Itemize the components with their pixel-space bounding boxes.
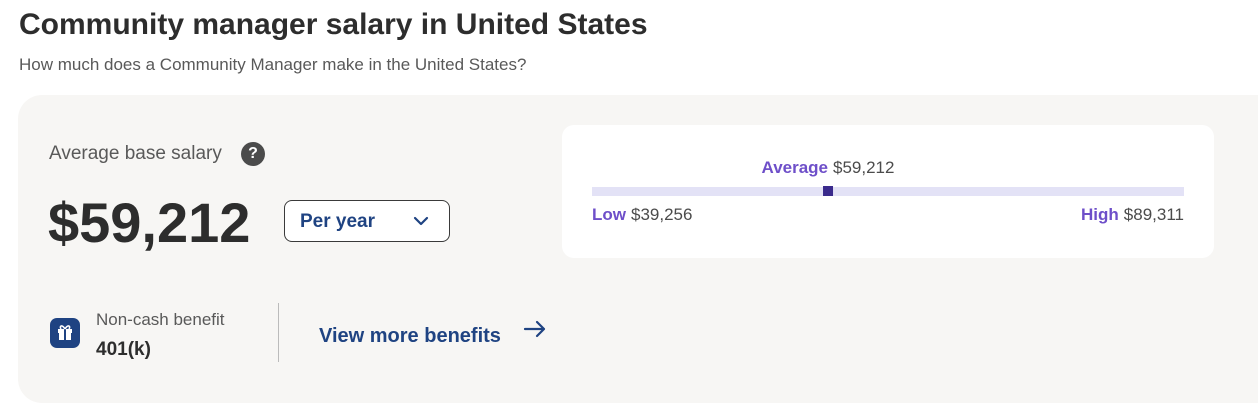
arrow-icon[interactable] <box>522 318 548 340</box>
low-label: Low <box>592 205 627 224</box>
benefit-label: Non-cash benefit <box>96 310 225 329</box>
high-value: $89,311 <box>1124 205 1184 224</box>
low-text: Low $39,256 <box>592 205 692 224</box>
range-track <box>592 187 1184 196</box>
page-title: Community manager salary in United State… <box>19 8 648 41</box>
subtitle: How much does a Community Manager make i… <box>19 55 527 74</box>
period-dropdown[interactable]: Per year <box>284 200 450 242</box>
average-value: $59,212 <box>833 158 894 177</box>
high-text: High $89,311 <box>1081 205 1184 224</box>
average-label: Average base salary <box>49 143 222 164</box>
period-text: Per year <box>300 211 376 232</box>
average-amount: $59,212 <box>48 191 251 254</box>
benefits-link[interactable]: View more benefits <box>319 325 501 347</box>
gift-glyph <box>58 325 72 340</box>
benefit-value: 401(k) <box>96 339 151 360</box>
average-marker <box>823 186 834 196</box>
average-label: Average <box>762 158 828 177</box>
low-value: $39,256 <box>631 205 692 224</box>
gift-icon <box>50 318 80 348</box>
average-text: Average $59,212 <box>762 158 895 177</box>
help-icon[interactable]: ? <box>241 142 265 166</box>
divider <box>278 303 279 362</box>
chevron-icon <box>413 216 429 226</box>
salary-range: Average $59,212 Low $39,256 High $89,311 <box>592 158 1184 224</box>
high-label: High <box>1081 205 1119 224</box>
